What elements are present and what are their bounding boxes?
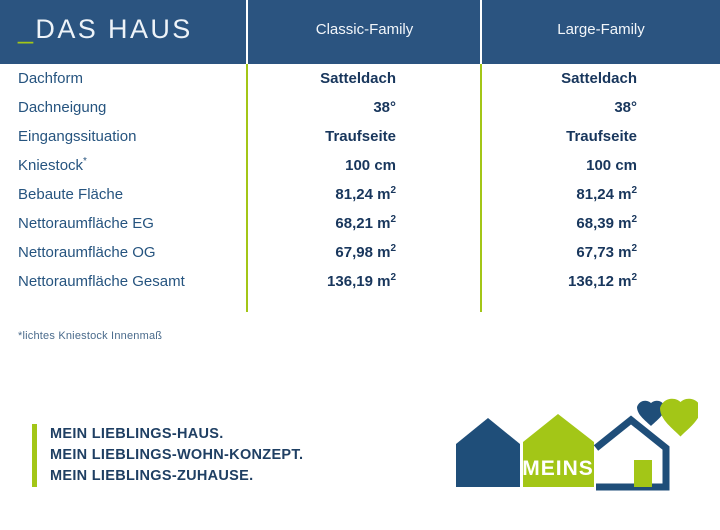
row-value-large: Satteldach (561, 70, 637, 87)
house-outline-icon (593, 415, 670, 491)
house-dark-icon (456, 418, 520, 487)
column-header-large-family: Large-Family (557, 21, 645, 38)
table-divider-1 (246, 64, 248, 312)
header-divider-1 (246, 0, 248, 64)
table-row: Dachform Satteldach Satteldach (0, 64, 720, 93)
row-label: Dachneigung (18, 99, 107, 116)
row-value-large: 136,12 m2 (568, 272, 637, 291)
footnote: *lichtes Kniestock Innenmaß (18, 330, 163, 342)
row-label: Dachform (18, 70, 84, 87)
slogan-line-3: MEIN LIEBLINGS-ZUHAUSE. (50, 468, 254, 484)
row-label: Eingangssituation (18, 128, 137, 145)
row-value-large: 67,73 m2 (576, 243, 637, 262)
row-label: Nettoraumfläche OG (18, 244, 156, 261)
brand-logo: _DAS HAUS (18, 14, 193, 45)
table-row: Nettoraumfläche Gesamt 136,19 m2 136,12 … (0, 267, 720, 296)
row-value-classic: 38° (373, 99, 396, 116)
row-value-large: Traufseite (566, 128, 637, 145)
row-value-large: 100 cm (586, 157, 637, 174)
heart-dark-icon (637, 400, 665, 426)
table-row: Nettoraumfläche EG 68,21 m2 68,39 m2 (0, 209, 720, 238)
page-header: _DAS HAUS Classic-Family Large-Family (0, 0, 720, 64)
row-value-large: 38° (614, 99, 637, 116)
row-value-classic: 81,24 m2 (335, 185, 396, 204)
row-value-classic: 68,21 m2 (335, 214, 396, 233)
table-divider-2 (480, 64, 482, 312)
row-value-classic: Traufseite (325, 128, 396, 145)
slogan-block: MEIN LIEBLINGS-HAUS. MEIN LIEBLINGS-WOHN… (32, 424, 303, 487)
house-green-icon (523, 414, 594, 487)
slogan-line-2: MEIN LIEBLINGS-WOHN-KONZEPT. (50, 447, 304, 463)
heart-green-icon (660, 398, 698, 437)
logo-wordmark: MEINS (522, 457, 594, 480)
row-label: Bebaute Fläche (18, 186, 124, 203)
column-header-classic-family: Classic-Family (315, 21, 414, 38)
row-value-classic: 67,98 m2 (335, 243, 396, 262)
row-label: Kniestock* (18, 156, 87, 175)
brand-underscore: _ (18, 14, 36, 44)
header-divider-2 (480, 0, 482, 64)
row-label-footnote-marker: * (83, 156, 87, 167)
row-label: Nettoraumfläche Gesamt (18, 273, 185, 290)
table-row: Dachneigung 38° 38° (0, 93, 720, 122)
spec-table: Dachform Satteldach Satteldach Dachneigu… (0, 64, 720, 312)
meins-logo: MEINS (448, 392, 698, 502)
window-icon (634, 460, 652, 487)
table-row: Eingangssituation Traufseite Traufseite (0, 122, 720, 151)
brand-title: DAS HAUS (35, 14, 193, 44)
table-row: Nettoraumfläche OG 67,98 m2 67,73 m2 (0, 238, 720, 267)
row-value-classic: 136,19 m2 (327, 272, 396, 291)
table-row: Kniestock* 100 cm 100 cm (0, 151, 720, 180)
row-value-classic: Satteldach (320, 70, 396, 87)
row-label: Nettoraumfläche EG (18, 215, 154, 232)
row-value-large: 81,24 m2 (576, 185, 637, 204)
slogan-line-1: MEIN LIEBLINGS-HAUS. (50, 426, 224, 442)
table-row: Bebaute Fläche 81,24 m2 81,24 m2 (0, 180, 720, 209)
row-value-large: 68,39 m2 (576, 214, 637, 233)
row-value-classic: 100 cm (345, 157, 396, 174)
